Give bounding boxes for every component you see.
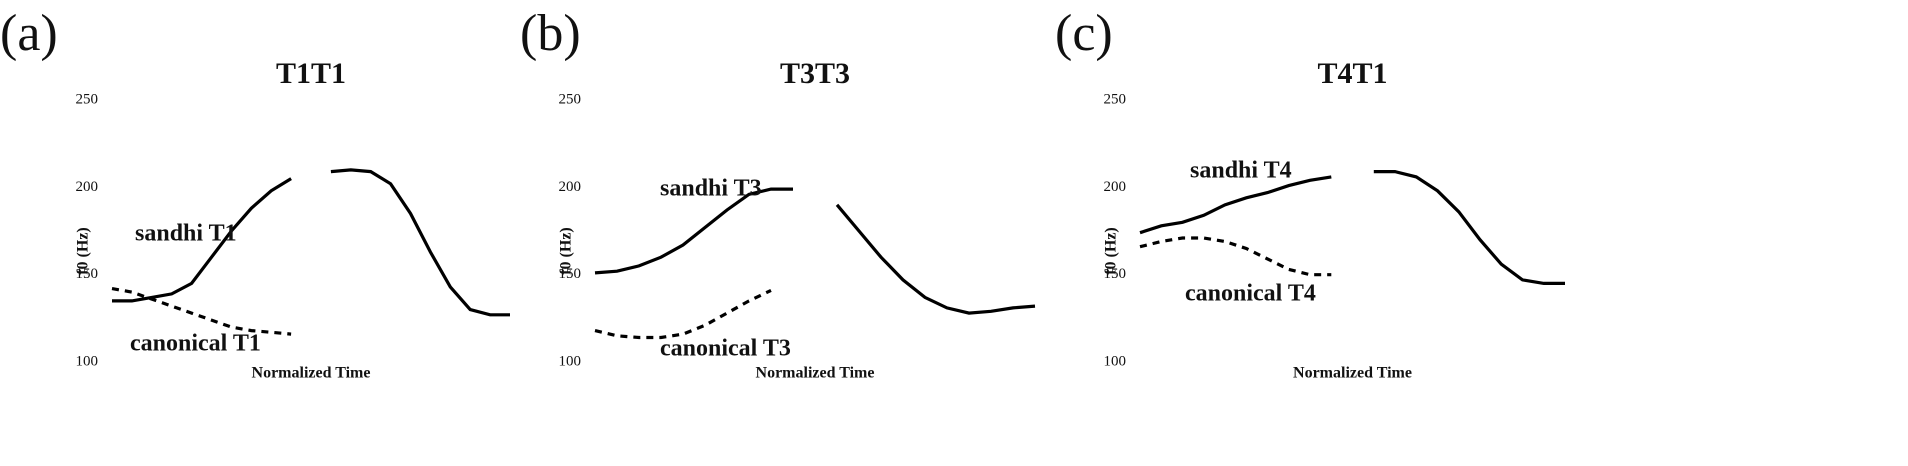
y-axis-label: f0 (Hz) (558, 227, 575, 275)
y-tick-label: 250 (1104, 91, 1127, 107)
y-tick-label: 100 (559, 353, 582, 369)
series-line (1139, 236, 1332, 277)
series-line (1139, 170, 1565, 285)
chart-title: T4T1 (1317, 57, 1387, 90)
y-tick-label: 250 (559, 91, 582, 107)
series-line (594, 187, 1036, 315)
y-tick-label: 250 (76, 91, 99, 107)
series-label: sandhi T3 (660, 176, 762, 202)
x-axis-label: Normalized Time (756, 365, 875, 382)
chart-title: T3T3 (780, 57, 850, 90)
series-line (111, 287, 292, 336)
x-axis-label: Normalized Time (1293, 365, 1412, 382)
chart-title: T1T1 (276, 57, 346, 90)
panel-label: (a) (0, 5, 58, 62)
y-tick-label: 150 (76, 266, 99, 282)
panel-label: (c) (1055, 5, 1113, 62)
x-axis-label: Normalized Time (252, 365, 371, 382)
series-line (112, 168, 510, 317)
y-tick-label: 100 (1104, 353, 1127, 369)
y-tick-label: 150 (1104, 266, 1127, 282)
y-tick-label: 200 (559, 179, 582, 195)
series-line (594, 288, 772, 340)
y-axis-label: f0 (Hz) (1103, 227, 1120, 275)
y-tick-label: 100 (76, 353, 99, 369)
series-label: sandhi T1 (135, 221, 237, 247)
y-tick-label: 200 (1104, 179, 1127, 195)
y-tick-label: 200 (76, 179, 99, 195)
panel-label: (b) (520, 5, 581, 62)
series-label: canonical T1 (130, 331, 261, 357)
y-axis-label: f0 (Hz) (75, 227, 92, 275)
series-label: canonical T4 (1185, 281, 1316, 307)
series-label: canonical T3 (660, 336, 791, 362)
series-label: sandhi T4 (1190, 158, 1292, 184)
y-tick-label: 150 (559, 266, 582, 282)
